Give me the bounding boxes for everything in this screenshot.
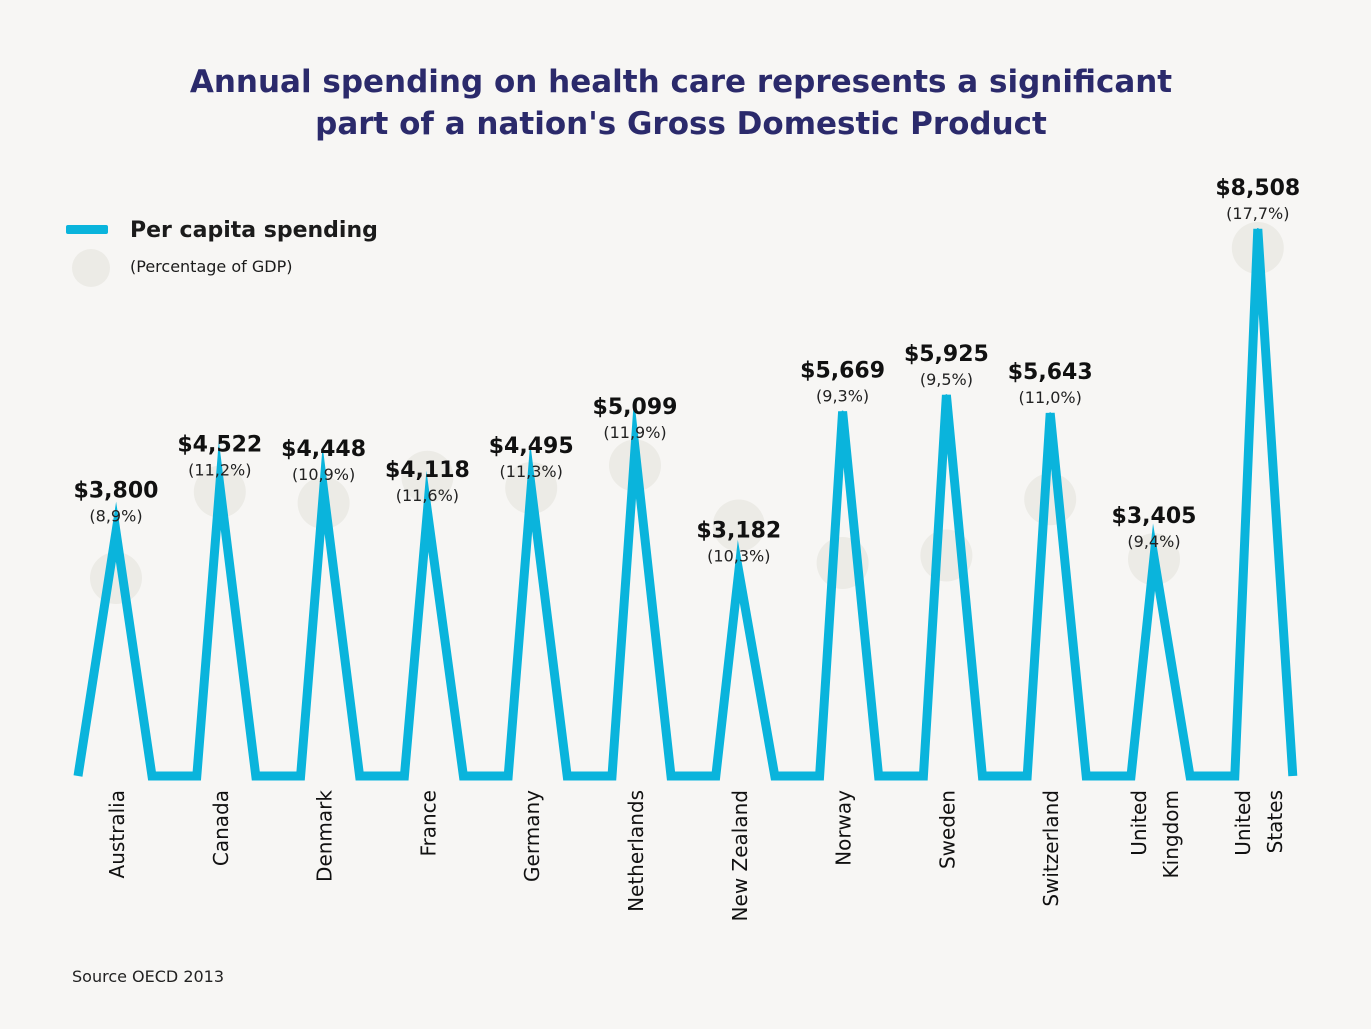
plot-area: $3,800 (8,9%) $4,522 (11,2%) $4,448 (10,9%) $4… <box>74 176 1301 921</box>
spending-value-label: $4,118 <box>385 458 470 483</box>
gdp-percent-label: (10,3%) <box>707 546 770 565</box>
spending-value-label: $8,508 <box>1215 176 1300 201</box>
gdp-percent-circle <box>712 499 765 552</box>
spending-point <box>841 410 844 413</box>
spending-point <box>218 484 221 487</box>
chart-title-line-1: Annual spending on health care represent… <box>190 64 1172 100</box>
spending-point <box>1153 556 1155 559</box>
gdp-percent-label: (9,3%) <box>816 387 869 406</box>
category-label: New Zealand <box>728 790 752 921</box>
category-label: United <box>1231 790 1255 856</box>
gdp-percent-label: (9,5%) <box>920 370 973 389</box>
spending-point <box>737 570 740 573</box>
legend-circle-swatch <box>72 249 110 287</box>
spending-value-label: $3,800 <box>74 479 159 504</box>
spending-point <box>115 530 117 533</box>
spending-value-label: $3,405 <box>1112 504 1197 529</box>
gdp-percent-label: (11,0%) <box>1019 388 1082 407</box>
spending-point <box>426 510 429 513</box>
gdp-percent-label: (8,9%) <box>89 507 142 526</box>
category-label: Norway <box>832 790 856 866</box>
spending-value-label: $5,099 <box>593 395 678 420</box>
spending-value-label: $5,925 <box>904 342 989 367</box>
legend-marker-label: (Percentage of GDP) <box>130 257 292 276</box>
legend-series-label: Per capita spending <box>130 218 378 243</box>
spending-value-label: $5,643 <box>1008 360 1093 385</box>
spending-point <box>530 486 533 489</box>
gdp-percent-label: (11,6%) <box>396 486 459 505</box>
gdp-percent-label: (11,3%) <box>500 462 563 481</box>
legend-line-swatch <box>66 225 108 234</box>
category-label: Canada <box>209 790 233 866</box>
category-label: Australia <box>105 790 129 878</box>
category-label: Denmark <box>313 790 337 882</box>
category-label: Netherlands <box>624 790 648 912</box>
gdp-percent-label: (11,2%) <box>188 460 251 479</box>
legend: Per capita spending (Percentage of GDP) <box>66 218 378 287</box>
category-label: States <box>1263 790 1287 853</box>
category-label: Kingdom <box>1159 790 1183 878</box>
chart-title-line-2: part of a nation's Gross Domestic Produc… <box>315 106 1047 142</box>
spending-value-label: $4,448 <box>281 437 366 462</box>
spending-value-label: $3,182 <box>696 518 781 543</box>
category-label: Sweden <box>935 790 959 869</box>
category-label: Germany <box>520 790 544 882</box>
source-note: Source OECD 2013 <box>72 967 224 986</box>
spending-point <box>322 489 325 492</box>
category-label: United <box>1127 790 1151 856</box>
spending-series-line <box>73 228 1298 781</box>
gdp-percent-label: (17,7%) <box>1226 204 1289 223</box>
spending-point <box>945 394 948 397</box>
category-label: France <box>416 790 440 857</box>
spending-point <box>1256 228 1259 230</box>
gdp-percent-label: (9,4%) <box>1127 532 1180 551</box>
category-label: Switzerland <box>1039 790 1063 907</box>
spending-value-label: $4,495 <box>489 434 574 459</box>
gdp-percent-label: (11,9%) <box>603 423 666 442</box>
spending-point <box>634 447 636 450</box>
gdp-percent-circle <box>401 450 454 503</box>
gdp-percent-label: (10,9%) <box>292 465 355 484</box>
spending-point <box>1049 412 1052 415</box>
spending-value-label: $5,669 <box>800 359 885 384</box>
spending-value-label: $4,522 <box>177 432 262 457</box>
